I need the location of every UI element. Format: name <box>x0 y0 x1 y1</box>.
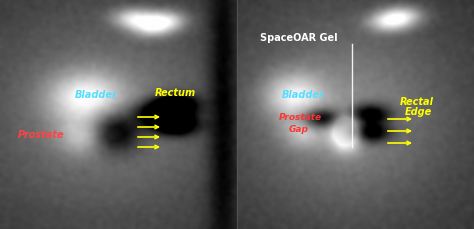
Text: Gap: Gap <box>289 125 309 134</box>
Text: Bladder: Bladder <box>75 90 118 100</box>
Text: Edge: Edge <box>405 106 432 117</box>
Text: SpaceOAR Gel: SpaceOAR Gel <box>260 33 338 43</box>
Text: Bladder: Bladder <box>282 90 325 100</box>
Text: Rectal: Rectal <box>400 97 434 106</box>
Text: Prostate: Prostate <box>18 129 64 139</box>
Text: Prostate: Prostate <box>279 113 322 122</box>
Text: Rectum: Rectum <box>155 88 196 98</box>
